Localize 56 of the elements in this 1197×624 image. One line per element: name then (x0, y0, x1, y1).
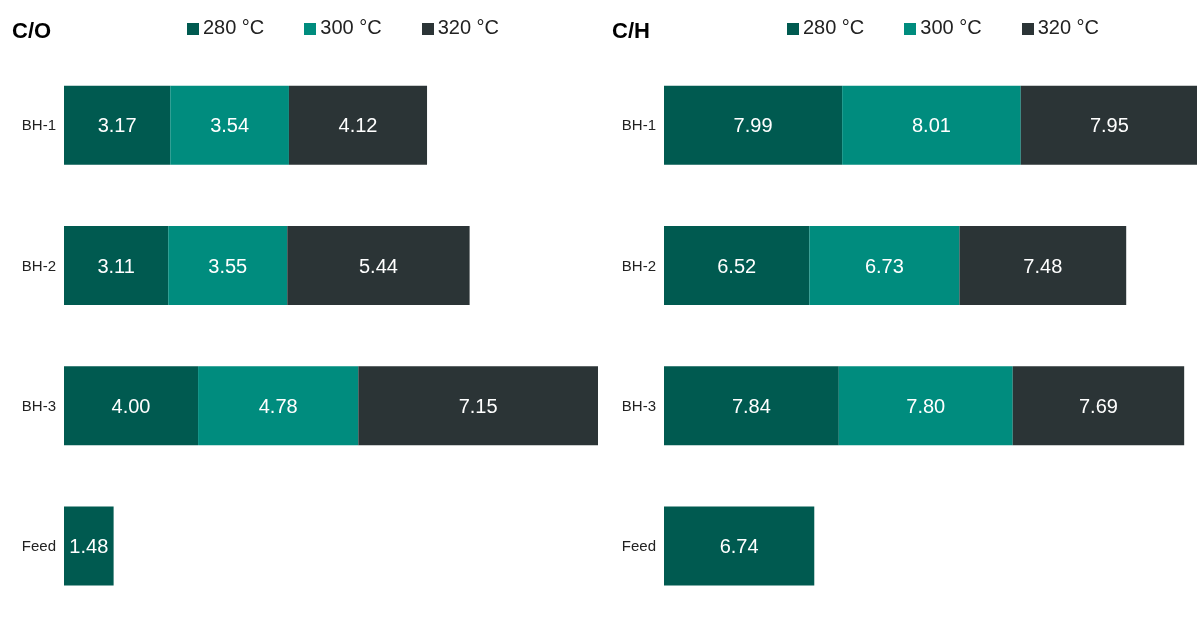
data-label: 8.01 (911, 114, 951, 137)
legend-label: 320 °C (437, 16, 500, 38)
data-label: 7.84 (731, 394, 771, 417)
bar (64, 85, 171, 165)
bar (358, 366, 598, 446)
bar (1020, 85, 1197, 165)
data-label: 5.44 (358, 254, 398, 277)
bar (64, 366, 199, 446)
y-tick-label: BH-3 (21, 396, 56, 414)
data-label: 4.00 (111, 394, 151, 417)
text: C/H (612, 18, 650, 44)
bar (664, 85, 843, 165)
bar (664, 506, 815, 586)
legend-label: 300 °C (920, 16, 982, 38)
bar (809, 226, 960, 306)
bar (664, 226, 810, 306)
bar (842, 85, 1021, 165)
y-tick-label: Feed (621, 537, 656, 555)
y-tick-label: Feed (21, 537, 56, 555)
data-label: 3.17 (97, 114, 137, 137)
data-label: 7.69 (1078, 394, 1118, 417)
legend-label: 300 °C (320, 16, 382, 38)
data-label: 3.54 (210, 114, 250, 137)
chart-title: C/O (12, 18, 52, 44)
data-label: 7.48 (1023, 254, 1063, 277)
bar (170, 85, 289, 165)
y-tick-label: BH-3 (621, 396, 656, 414)
bar (198, 366, 359, 446)
data-label: 4.78 (258, 394, 298, 417)
data-label: 6.52 (717, 254, 757, 277)
y-tick-label: BH-1 (21, 116, 56, 134)
y-tick-label: BH-2 (21, 256, 56, 274)
bar (168, 226, 288, 306)
data-label: 7.80 (906, 394, 946, 417)
legend-label: 280 °C (802, 16, 865, 38)
y-tick-label: BH-1 (621, 116, 656, 134)
bar (838, 366, 1013, 446)
bar (664, 366, 839, 446)
bar (64, 226, 169, 306)
data-label: 6.73 (864, 254, 904, 277)
data-label: 7.99 (733, 114, 773, 137)
data-label: 7.95 (1089, 114, 1129, 137)
y-tick-label: BH-2 (621, 256, 656, 274)
data-label: 7.15 (458, 394, 498, 417)
data-label: 4.12 (338, 114, 378, 137)
bar (1012, 366, 1185, 446)
data-label: 6.74 (719, 535, 759, 558)
legend-label: 320 °C (1037, 16, 1100, 38)
bar (287, 226, 470, 306)
legend-label: 280 °C (202, 16, 265, 38)
bar (959, 226, 1127, 306)
data-label: 3.11 (97, 254, 135, 277)
data-label: 1.48 (69, 535, 109, 558)
bar (288, 85, 428, 165)
data-label: 3.55 (208, 254, 248, 277)
bar (64, 506, 114, 586)
